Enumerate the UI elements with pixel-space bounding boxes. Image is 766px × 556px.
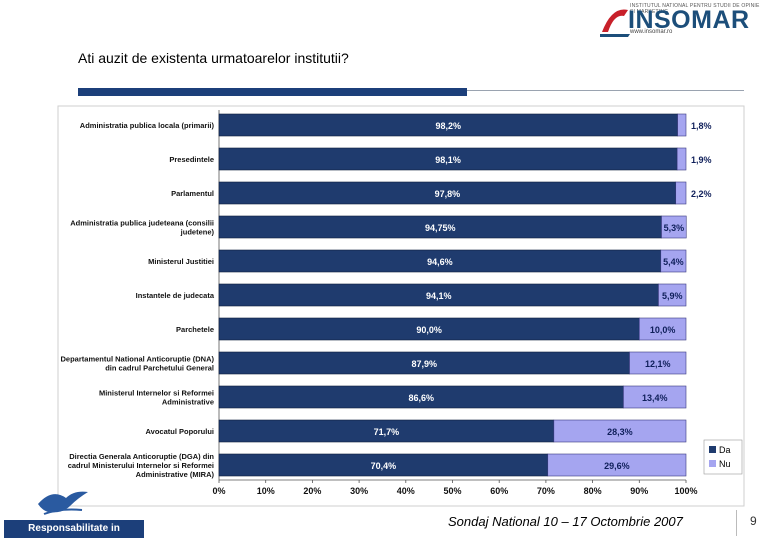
logo-url: www.insomar.ro xyxy=(630,29,673,35)
data-label-da: 94,6% xyxy=(427,257,453,267)
legend-swatch-nu xyxy=(709,460,716,467)
x-tick-label: 30% xyxy=(350,486,368,496)
category-label: Directia Generala Anticoruptie (DGA) din… xyxy=(68,452,215,479)
data-label-da: 94,75% xyxy=(425,223,456,233)
bar-nu xyxy=(547,453,687,477)
x-tick-label: 60% xyxy=(490,486,508,496)
category-label: Instantele de judecata xyxy=(136,291,215,300)
logo-name: INSOMAR xyxy=(628,6,750,34)
data-label-nu: 28,3% xyxy=(607,427,633,437)
data-label-nu: 1,8% xyxy=(691,121,712,131)
bar-nu xyxy=(623,385,687,409)
x-tick-label: 90% xyxy=(630,486,648,496)
page-title: Ati auzit de existenta urmatoarelor inst… xyxy=(78,50,349,66)
category-label: Parchetele xyxy=(176,325,214,334)
x-tick-label: 20% xyxy=(303,486,321,496)
data-label-da: 71,7% xyxy=(374,427,400,437)
data-label-nu: 13,4% xyxy=(642,393,668,403)
bar-nu xyxy=(661,215,687,239)
logo-swoosh-icon xyxy=(602,9,628,32)
title-rule-thick xyxy=(78,88,467,96)
legend-label-nu: Nu xyxy=(719,459,731,469)
x-tick-label: 50% xyxy=(443,486,461,496)
insomar-logo xyxy=(600,9,630,37)
data-label-nu: 29,6% xyxy=(604,461,630,471)
title-rule-thin xyxy=(467,90,744,91)
data-label-nu: 10,0% xyxy=(650,325,676,335)
data-label-da: 86,6% xyxy=(408,393,434,403)
data-label-nu: 2,2% xyxy=(691,189,712,199)
x-tick-label: 0% xyxy=(212,486,225,496)
footer-divider xyxy=(736,510,737,536)
data-label-nu: 1,9% xyxy=(691,155,712,165)
stacked-bar-chart: 98,2% 1,8% 98,1% 1,9% 97,8% 2,2% 94,75% 5,3% 94,… xyxy=(57,105,745,507)
data-label-da: 97,8% xyxy=(435,189,461,199)
legend-label-da: Da xyxy=(719,445,731,455)
bar-nu xyxy=(658,283,687,307)
data-label-nu: 12,1% xyxy=(645,359,671,369)
chart-frame xyxy=(57,105,745,507)
data-label-da: 98,1% xyxy=(435,155,461,165)
bar-nu xyxy=(629,351,687,375)
bar-nu xyxy=(553,419,687,443)
data-label-da: 87,9% xyxy=(411,359,437,369)
category-label: Administratia publica judeteana (consili… xyxy=(70,219,214,237)
logo-tagline: INSTITUTUL NATIONAL PENTRU STUDII DE OPI… xyxy=(630,3,760,15)
data-label-da: 98,2% xyxy=(436,121,462,131)
data-label-da: 94,1% xyxy=(426,291,452,301)
bar-nu xyxy=(677,113,687,137)
data-label-nu: 5,4% xyxy=(663,257,684,267)
page-number: 9 xyxy=(750,514,757,528)
category-label: Ministerul Internelor si Reformei Adminis… xyxy=(99,389,214,407)
x-tick-label: 80% xyxy=(584,486,602,496)
bar-nu xyxy=(675,181,687,205)
footer-logo xyxy=(38,491,88,515)
category-label: Presedintele xyxy=(169,155,214,164)
data-label-da: 70,4% xyxy=(371,461,397,471)
category-label: Ministerul Justitiei xyxy=(148,257,214,266)
legend-swatch-da xyxy=(709,446,716,453)
x-tick-label: 40% xyxy=(397,486,415,496)
legend-box xyxy=(703,439,743,475)
data-label-nu: 5,9% xyxy=(662,291,683,301)
x-tick-label: 100% xyxy=(674,486,697,496)
category-label: Departamentul National Anticoruptie (DNA… xyxy=(61,355,215,373)
category-label: Avocatul Poporului xyxy=(146,427,214,436)
category-label: Administratia publica locala (primarii) xyxy=(80,121,215,130)
bar-nu xyxy=(638,317,687,341)
bar-nu xyxy=(676,147,687,171)
dove-icon xyxy=(38,491,88,513)
data-label-da: 90,0% xyxy=(416,325,442,335)
x-tick-label: 10% xyxy=(257,486,275,496)
data-label-nu: 5,3% xyxy=(664,223,685,233)
bar-nu xyxy=(660,249,687,273)
footer-brand-text: Responsabilitate in Democratie xyxy=(4,520,144,552)
footer-survey-caption: Sondaj National 10 – 17 Octombrie 2007 xyxy=(448,514,683,529)
category-label: Parlamentul xyxy=(171,189,214,198)
x-tick-label: 70% xyxy=(537,486,555,496)
